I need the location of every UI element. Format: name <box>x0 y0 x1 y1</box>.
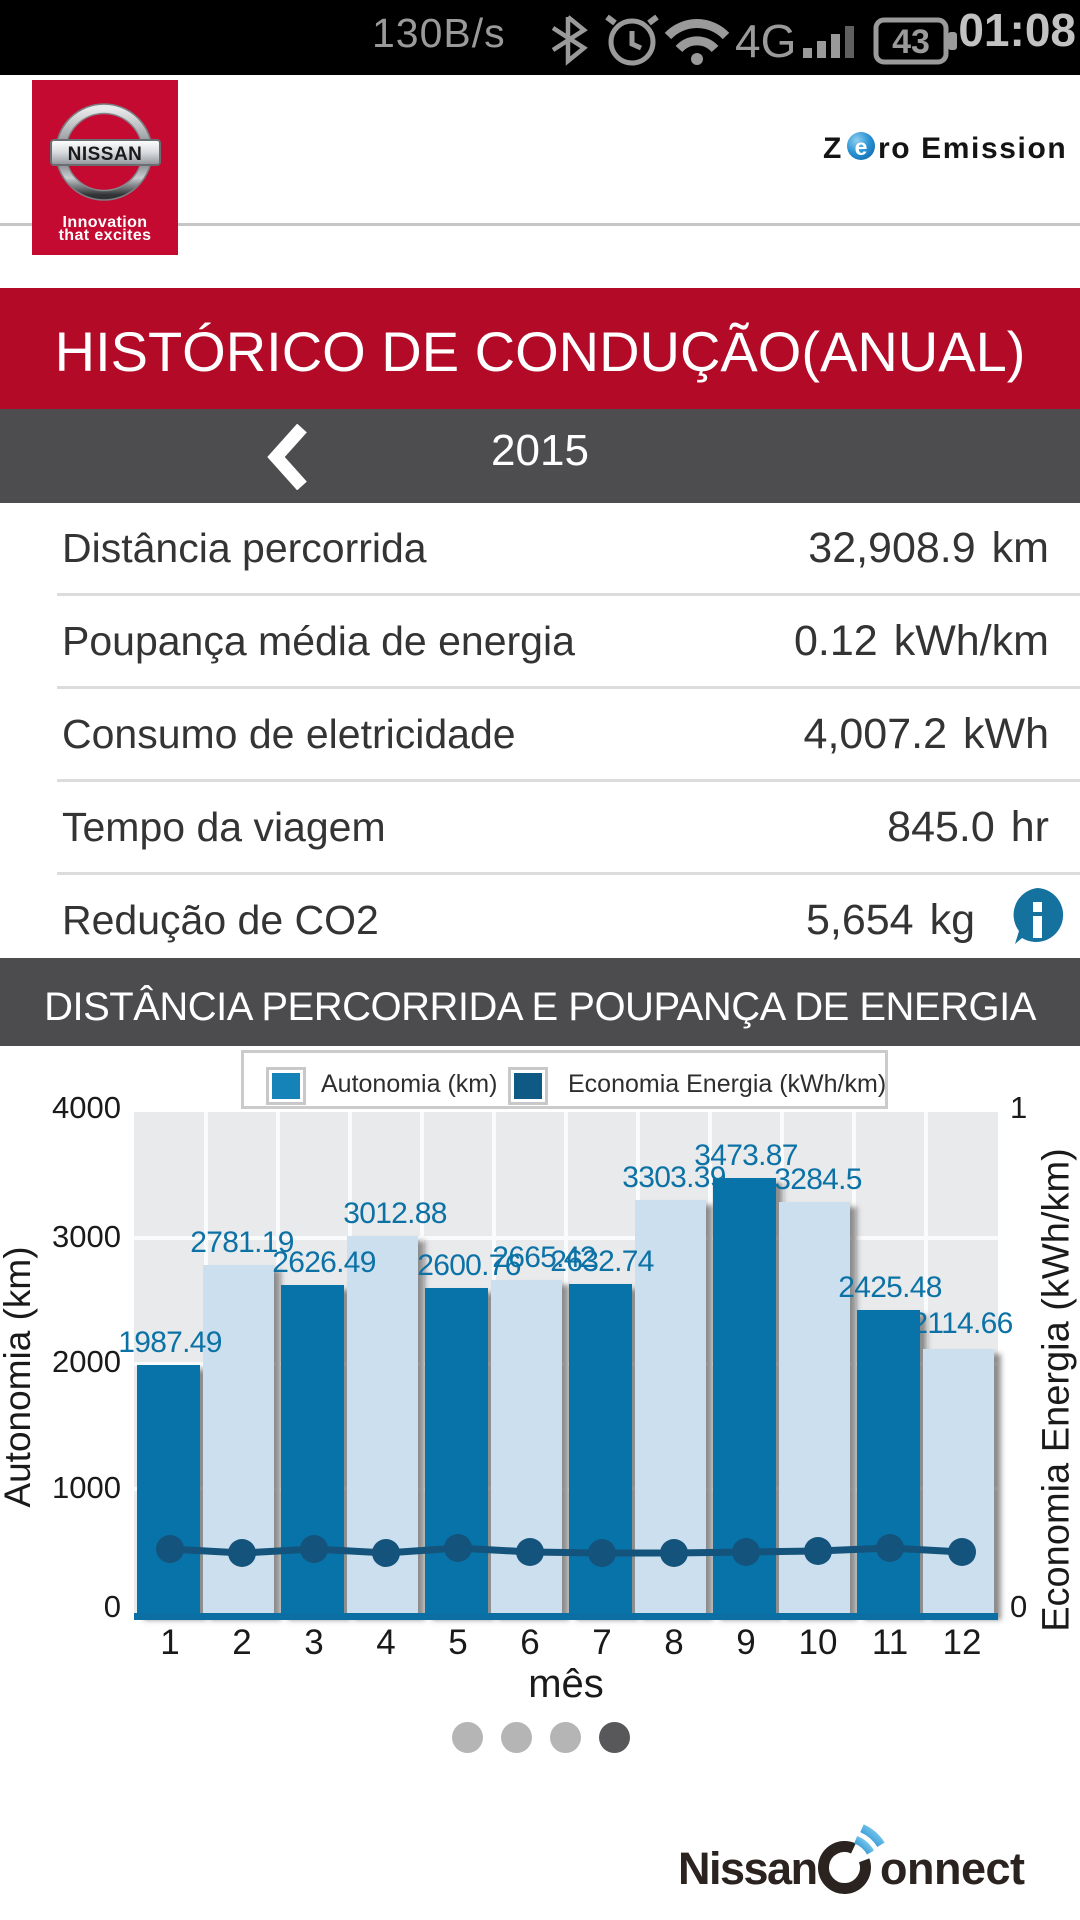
svg-text:e: e <box>855 134 868 160</box>
svg-text:onnect: onnect <box>880 1843 1025 1894</box>
svg-text:Innovation: Innovation <box>63 214 148 231</box>
svg-text:Z: Z <box>823 132 841 165</box>
svg-text:4G: 4G <box>735 15 796 67</box>
svg-text:ro Emission: ro Emission <box>878 132 1067 165</box>
svg-text:Nissan: Nissan <box>678 1843 817 1894</box>
svg-text:43: 43 <box>892 23 930 61</box>
svg-text:NISSAN: NISSAN <box>68 144 143 165</box>
svg-text:that excites: that excites <box>59 227 152 244</box>
